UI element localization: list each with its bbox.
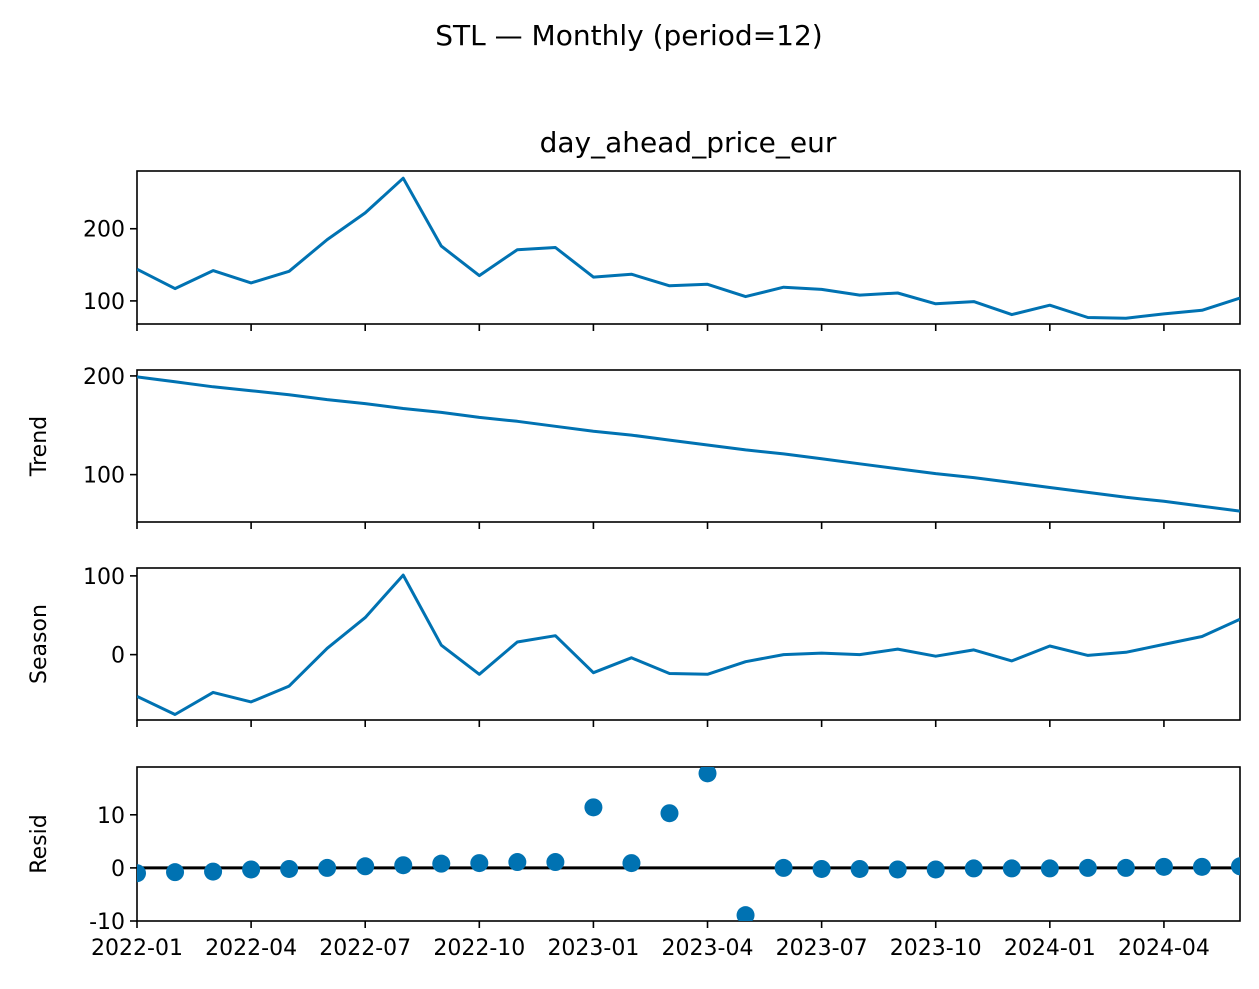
x-tick-label: 2022-10: [433, 936, 525, 961]
panel-resid-point: [356, 857, 375, 876]
panel-observed-ytick-label: 100: [83, 290, 125, 315]
panel-season-ytick-label: 0: [111, 644, 125, 669]
panel-season-series-line: [137, 573, 1240, 716]
panel-resid-point: [888, 860, 907, 879]
x-tick-label: 2022-04: [205, 936, 297, 961]
panel-season-ytick-label: 100: [83, 565, 125, 590]
panel-resid-ytick-label: -10: [89, 910, 125, 935]
panel-title: day_ahead_price_eur: [540, 126, 837, 159]
panel-resid-point: [1154, 857, 1173, 876]
panel-resid-point: [166, 863, 185, 882]
panel-season-ylabel: Season: [27, 604, 52, 684]
panel-resid-point: [584, 798, 603, 817]
x-tick-label: 2022-07: [319, 936, 411, 961]
panel-trend-ytick-label: 200: [83, 365, 125, 390]
x-tick-label: 2024-04: [1118, 936, 1210, 961]
x-tick-label: 2023-01: [547, 936, 639, 961]
x-tick-label: 2024-01: [1004, 936, 1096, 961]
panel-resid-point: [280, 859, 299, 878]
panel-resid-ylabel: Resid: [27, 814, 52, 873]
panel-resid-point: [964, 859, 983, 878]
panel-resid-point: [204, 862, 223, 881]
panel-resid-point: [622, 854, 641, 873]
panel-observed-frame: [136, 170, 1241, 325]
panel-resid-point: [698, 767, 717, 783]
panel-resid-point: [736, 906, 755, 921]
panel-resid-point: [470, 854, 489, 873]
x-tick-label: 2022-01: [91, 936, 183, 961]
panel-season-frame: [136, 567, 1241, 721]
chart-suptitle: STL — Monthly (period=12): [435, 19, 822, 52]
panel-resid-point: [774, 858, 793, 877]
panel-resid-point: [660, 804, 679, 823]
panel-resid-point: [394, 856, 413, 875]
panel-resid-point: [318, 858, 337, 877]
panel-resid-point: [432, 854, 451, 873]
panel-resid-ytick-label: 0: [111, 857, 125, 882]
x-tick-label: 2023-04: [662, 936, 754, 961]
panel-resid-point: [137, 864, 146, 883]
panel-trend-series-line: [137, 375, 1240, 513]
panel-resid-point: [1231, 857, 1240, 876]
x-tick-label: 2023-07: [776, 936, 868, 961]
panel-trend-frame: [136, 369, 1241, 523]
panel-trend-ylabel: Trend: [27, 416, 52, 477]
panel-resid-ytick-label: 10: [97, 804, 125, 829]
x-tick-label: 2023-10: [890, 936, 982, 961]
panel-observed-ytick-label: 200: [83, 218, 125, 243]
panel-observed-series-line: [137, 176, 1240, 320]
panel-resid-point: [850, 859, 869, 878]
panel-resid-point: [812, 859, 831, 878]
panel-resid-point: [926, 860, 945, 879]
panel-resid-point: [1192, 857, 1211, 876]
panel-resid-point: [242, 860, 261, 879]
panel-resid-point: [508, 853, 527, 872]
panel-resid-point: [546, 853, 565, 872]
panel-trend-ytick-label: 100: [83, 464, 125, 489]
panel-resid-frame: [136, 766, 1241, 922]
panel-resid-point: [1002, 859, 1021, 878]
panel-resid-point: [1116, 858, 1135, 877]
panel-resid-point: [1078, 858, 1097, 877]
panel-resid-point: [1040, 859, 1059, 878]
